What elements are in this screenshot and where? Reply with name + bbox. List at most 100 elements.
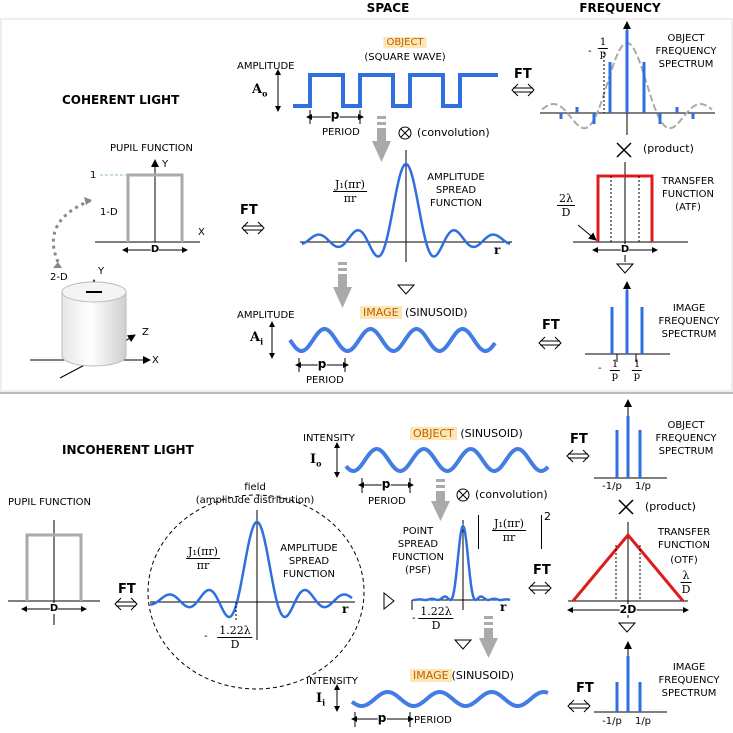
incoherent-object-spectrum xyxy=(594,399,667,479)
ft-label-pupil: FT xyxy=(240,203,258,218)
incoherent-psf-plot xyxy=(411,520,511,610)
inc-period-p: p xyxy=(381,477,391,491)
dotted-curve-arrow xyxy=(52,198,93,263)
atf-label-3: (ATF) xyxy=(675,202,701,213)
ft-label-object: FT xyxy=(514,67,532,82)
label-1d: 1-D xyxy=(100,207,118,218)
ft-label-otf: FT xyxy=(533,563,551,578)
first-zero-formula: 1.22λ D xyxy=(217,624,253,651)
first-zero-minus: - xyxy=(204,631,208,642)
otf-label-2: FUNCTION xyxy=(658,540,710,551)
incoherent-asf-formula: J₁(πr) πr xyxy=(186,545,220,572)
psf-zero-formula: 1.22λ D xyxy=(418,605,454,632)
ft-label-image: FT xyxy=(542,318,560,333)
inc-object-tag: OBJECT (SINUSOID) xyxy=(410,427,523,440)
incoherent-title: INCOHERENT LIGHT xyxy=(62,443,194,457)
atf-d-label: D xyxy=(620,244,630,255)
field-label-1: field xyxy=(244,482,266,493)
inc-obj-spec-2: FREQUENCY xyxy=(655,433,717,444)
image-period-label: PERIOD xyxy=(306,375,344,386)
image-period-p: p xyxy=(317,357,327,371)
coherent-title: COHERENT LIGHT xyxy=(62,93,180,107)
product-label: (product) xyxy=(643,142,694,155)
amplitude-label: AMPLITUDE xyxy=(237,61,295,72)
atf-label-2: FUNCTION xyxy=(662,189,714,200)
io-label: Io xyxy=(310,452,322,469)
ft-label-incoherent-pupil: FT xyxy=(118,582,136,597)
axis-y-3d-label: Y xyxy=(98,266,105,277)
ai-label: Ai xyxy=(250,330,264,347)
otf-label-3: (OTF) xyxy=(670,555,698,566)
axis-y-label: Y xyxy=(162,159,169,170)
inc-obj-spec-3: SPECTRUM xyxy=(658,446,714,457)
incoherent-panel xyxy=(0,395,733,733)
coherent-pupil-label: PUPIL FUNCTION xyxy=(110,143,194,154)
img-spec-label-2: FREQUENCY xyxy=(658,316,720,327)
minus-sign: - xyxy=(588,46,592,57)
inc-img-pos-freq: 1/p xyxy=(634,716,652,727)
inc-obj-pos-freq: 1/p xyxy=(634,481,652,492)
inc-image-period-p: p xyxy=(377,711,387,725)
asf-label-1: AMPLITUDE xyxy=(427,172,485,183)
inc-asf-label-3: FUNCTION xyxy=(283,569,335,580)
axis-d-label: D xyxy=(150,244,160,255)
psf-minus: - xyxy=(412,613,416,624)
psf-label-4: (PSF) xyxy=(405,565,431,576)
inc-image-tag: IMAGE (SINUSOID) xyxy=(410,669,514,682)
ft-label-inc-image: FT xyxy=(576,681,594,696)
convolution-label: (convolution) xyxy=(417,126,490,139)
psf-r-label: r xyxy=(500,600,507,614)
otf-2d-label: 2D xyxy=(619,603,637,616)
ft-arrows xyxy=(114,83,591,713)
a0-label: Ao xyxy=(252,82,268,99)
ft-label-inc-object: FT xyxy=(570,432,588,447)
field-ellipse xyxy=(147,494,365,690)
img-spec-label-3: SPECTRUM xyxy=(661,329,717,340)
product-symbols xyxy=(616,142,634,515)
inc-img-neg-freq: -1/p xyxy=(602,716,622,727)
inc-convolution-label: (convolution) xyxy=(475,488,548,501)
inc-obj-neg-freq: -1/p xyxy=(602,481,622,492)
psf-label-3: FUNCTION xyxy=(392,552,444,563)
incoherent-pupil-label: PUPIL FUNCTION xyxy=(8,497,92,508)
otf-label-1: TRANSFER xyxy=(657,527,711,538)
asf-label-3: FUNCTION xyxy=(430,198,482,209)
frequency-header: FREQUENCY xyxy=(579,1,661,15)
coherent-object-spectrum xyxy=(540,21,715,135)
atf-label-1: TRANSFER xyxy=(661,176,715,187)
psf-label-1: POINT xyxy=(402,526,434,537)
label-2d: 2-D xyxy=(50,272,68,283)
object-desc: (SQUARE WAVE) xyxy=(364,52,446,63)
asf-label-2: SPREAD xyxy=(435,185,477,196)
obj-spec-label-2: FREQUENCY xyxy=(655,46,717,57)
inc-product-label: (product) xyxy=(645,500,696,513)
axis-z-label: Z xyxy=(142,327,149,338)
period-label: PERIOD xyxy=(322,127,360,138)
inc-image-intensity-label: INTENSITY xyxy=(306,676,358,687)
psf-formula: J₁(πr) πr xyxy=(492,517,526,544)
incoherent-object-wave xyxy=(334,442,550,493)
inc-img-spec-2: FREQUENCY xyxy=(658,675,720,686)
inc-image-period-label: PERIOD xyxy=(414,715,452,726)
incoherent-image-spectrum xyxy=(594,641,667,713)
psf-power: 2 xyxy=(544,510,551,523)
axis-x-3d-label: X xyxy=(152,355,159,366)
field-label-2: (amplitude distribution) xyxy=(195,495,315,506)
inc-period-label: PERIOD xyxy=(368,496,406,507)
axis-one-label: 1 xyxy=(90,170,97,181)
triangles xyxy=(383,263,637,650)
psf-label-2: SPREAD xyxy=(397,539,439,550)
process-arrows xyxy=(333,116,498,658)
coherent-image-spectrum xyxy=(585,281,670,362)
coherent-pupil-1d xyxy=(95,159,200,253)
image-amplitude-label: AMPLITUDE xyxy=(237,310,295,321)
inc-r-label: r xyxy=(342,602,349,616)
incoherent-axis-d: D xyxy=(49,603,59,614)
ii-label: Ii xyxy=(316,691,326,708)
r-label: r xyxy=(494,243,501,257)
